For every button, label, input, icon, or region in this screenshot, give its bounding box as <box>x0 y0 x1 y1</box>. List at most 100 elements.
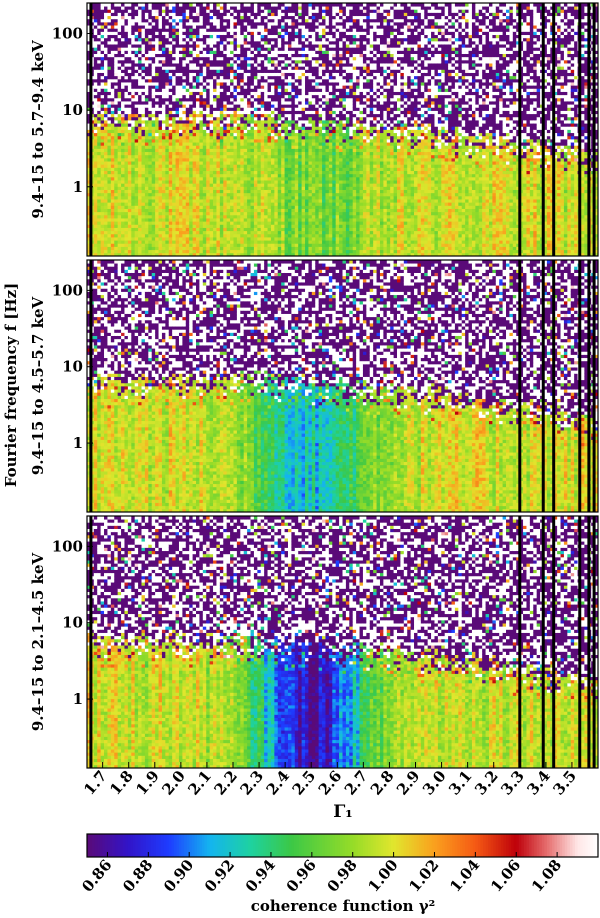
heatmap-cell <box>182 113 187 118</box>
heatmap-cell <box>104 72 108 77</box>
heatmap-cell <box>182 18 187 23</box>
heatmap-cell <box>155 28 159 32</box>
heatmap-cell <box>247 120 251 124</box>
heatmap-cell <box>141 31 146 36</box>
heatmap-cell <box>298 252 303 257</box>
heatmap-cell <box>243 53 248 58</box>
heatmap-cell <box>253 3 258 7</box>
heatmap-cell <box>230 85 234 89</box>
heatmap-cell <box>219 233 224 238</box>
heatmap-cell <box>172 44 176 48</box>
heatmap-cell <box>97 34 102 39</box>
heatmap-cell <box>121 6 125 10</box>
heatmap-cell <box>264 126 268 130</box>
heatmap-cell <box>274 211 279 216</box>
heatmap-cell <box>247 132 251 137</box>
heatmap-cell <box>206 176 211 181</box>
heatmap-cell <box>165 195 170 200</box>
heatmap-cell <box>223 6 228 10</box>
heatmap-cell <box>192 91 197 96</box>
heatmap-cell <box>117 88 122 92</box>
heatmap-cell <box>165 161 170 165</box>
heatmap-cell <box>284 186 289 190</box>
heatmap-cell <box>226 12 231 17</box>
heatmap-cell <box>206 56 211 61</box>
heatmap-cell <box>114 72 119 77</box>
heatmap-cell <box>216 202 221 206</box>
heatmap-cell <box>131 18 136 23</box>
heatmap-cell <box>260 72 265 77</box>
heatmap-cell <box>213 240 217 244</box>
heatmap-cell <box>250 21 255 26</box>
heatmap-cell <box>260 37 265 42</box>
heatmap-cell <box>196 25 200 29</box>
heatmap-cell <box>185 148 190 153</box>
heatmap-cell <box>124 66 129 70</box>
heatmap-cell <box>233 59 238 64</box>
heatmap-cell <box>226 151 231 156</box>
heatmap-cell <box>219 180 224 184</box>
heatmap-cell <box>294 56 299 61</box>
heatmap-cell <box>104 142 108 146</box>
heatmap-cell <box>250 97 255 102</box>
heatmap-cell <box>287 214 292 219</box>
heatmap-cell <box>277 221 282 225</box>
heatmap-cell <box>107 227 112 232</box>
heatmap-cell <box>277 195 282 200</box>
heatmap-cell <box>165 78 170 83</box>
heatmap-cell <box>287 240 292 244</box>
heatmap-cell <box>110 53 115 58</box>
heatmap-cell <box>236 116 241 121</box>
heatmap-cell <box>110 243 115 247</box>
heatmap-cell <box>87 101 91 105</box>
heatmap-cell <box>281 138 285 143</box>
heatmap-cell <box>267 66 272 70</box>
heatmap-cell <box>165 186 170 190</box>
heatmap-cell <box>287 176 292 181</box>
heatmap-cell <box>192 97 197 102</box>
heatmap-cell <box>277 252 282 257</box>
heatmap-cell <box>247 21 251 26</box>
heatmap-cell <box>196 164 200 168</box>
heatmap-cell <box>284 135 289 140</box>
heatmap-cell <box>134 148 139 153</box>
heatmap-cell <box>199 63 204 67</box>
heatmap-cell <box>233 37 238 42</box>
heatmap-cell <box>134 63 139 67</box>
heatmap-cell <box>110 230 115 235</box>
heatmap-cell <box>114 214 119 219</box>
heatmap-cell <box>107 211 112 216</box>
heatmap-cell <box>104 221 108 225</box>
heatmap-cell <box>294 104 299 108</box>
heatmap-cell <box>97 104 102 108</box>
heatmap-cell <box>219 97 224 102</box>
heatmap-cell <box>202 9 207 13</box>
heatmap-cell <box>165 28 170 32</box>
heatmap-cell <box>127 113 132 118</box>
heatmap-cell <box>243 189 248 194</box>
heatmap-cell <box>138 9 142 13</box>
heatmap-cell <box>233 233 238 238</box>
heatmap-cell <box>199 173 204 178</box>
heatmap-cell <box>219 34 224 39</box>
heatmap-cell <box>270 97 275 102</box>
heatmap-cell <box>216 145 221 149</box>
heatmap-cell <box>151 183 156 187</box>
heatmap-cell <box>185 6 190 10</box>
heatmap-cell <box>165 145 170 149</box>
heatmap-cell <box>284 154 289 159</box>
heatmap-cell <box>209 151 214 156</box>
heatmap-cell <box>291 25 296 29</box>
heatmap-cell <box>104 28 108 32</box>
heatmap-cell <box>175 88 180 92</box>
heatmap-cell <box>148 252 153 257</box>
heatmap-cell <box>114 113 119 118</box>
heatmap-cell <box>230 110 234 115</box>
heatmap-cell <box>124 157 129 162</box>
heatmap-cell <box>213 161 217 165</box>
heatmap-cell <box>148 180 153 184</box>
heatmap-cell <box>240 9 245 13</box>
heatmap-cell <box>260 227 265 232</box>
heatmap-cell <box>100 101 105 105</box>
heatmap-cell <box>206 230 211 235</box>
